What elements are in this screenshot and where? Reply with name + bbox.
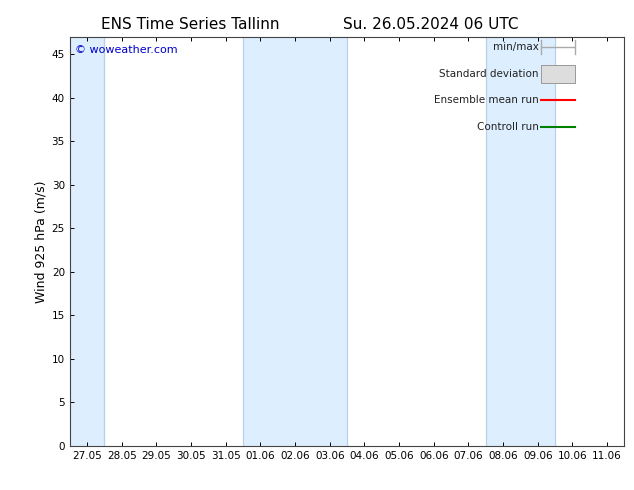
- Text: Standard deviation: Standard deviation: [439, 69, 538, 78]
- Text: min/max: min/max: [493, 42, 538, 52]
- Text: Controll run: Controll run: [477, 122, 538, 132]
- Text: Su. 26.05.2024 06 UTC: Su. 26.05.2024 06 UTC: [344, 17, 519, 32]
- Bar: [70, 37, 105, 446]
- Text: Ensemble mean run: Ensemble mean run: [434, 95, 538, 105]
- Text: © woweather.com: © woweather.com: [75, 45, 178, 55]
- Bar: [486, 37, 555, 446]
- Bar: [541, 65, 574, 83]
- Y-axis label: Wind 925 hPa (m/s): Wind 925 hPa (m/s): [34, 180, 48, 302]
- Bar: [243, 37, 347, 446]
- Text: ENS Time Series Tallinn: ENS Time Series Tallinn: [101, 17, 280, 32]
